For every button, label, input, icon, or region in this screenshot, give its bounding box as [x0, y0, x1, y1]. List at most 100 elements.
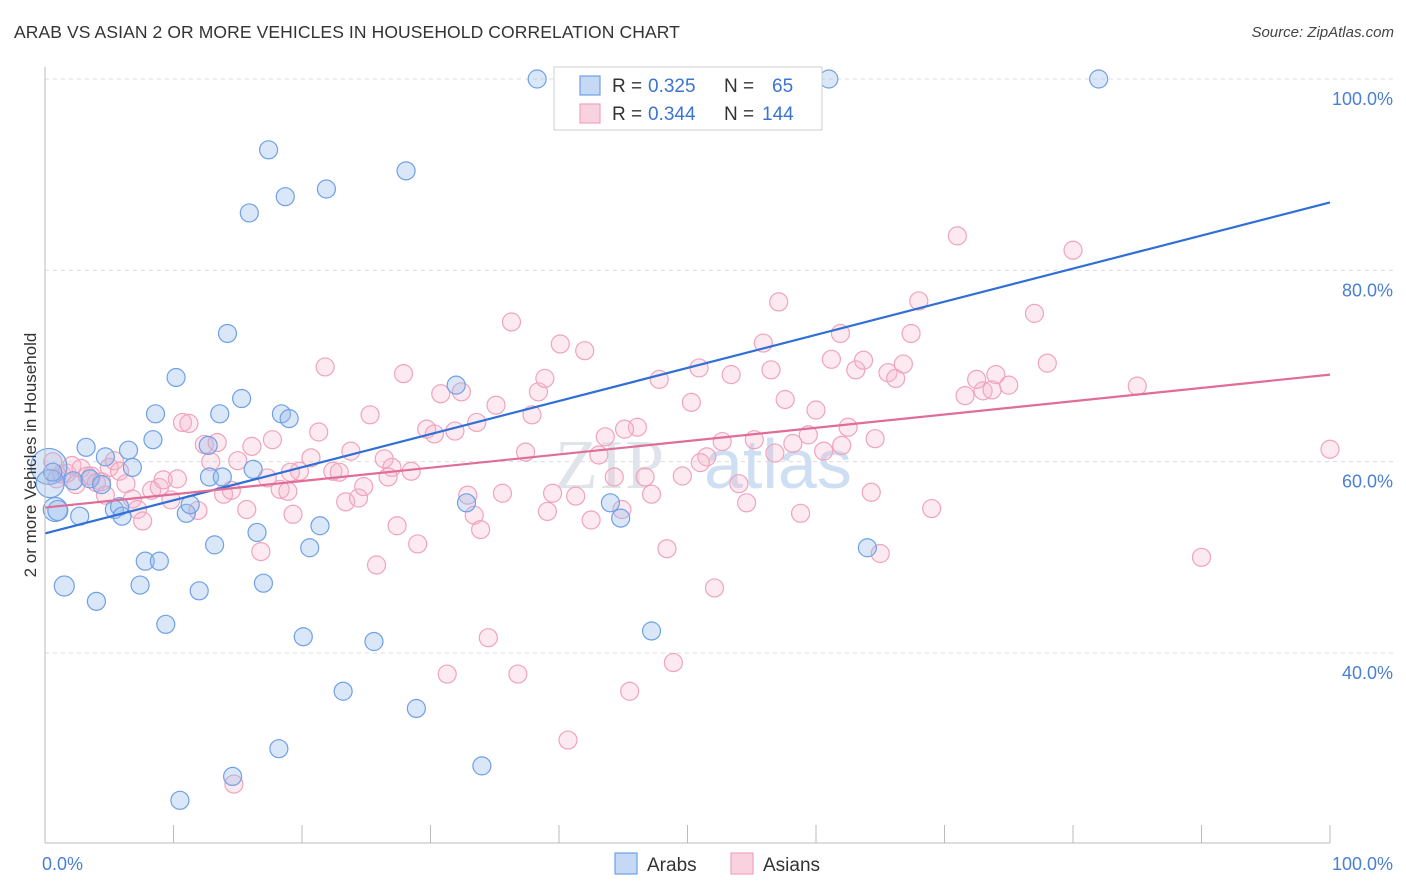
asians-point — [537, 501, 558, 522]
asians-point — [341, 441, 361, 461]
y-tick-label: 40.0% — [1342, 663, 1393, 683]
asians-point — [575, 341, 595, 361]
asians-point — [550, 334, 570, 354]
asians-point — [704, 578, 725, 598]
asians-point — [301, 448, 321, 468]
zipatlas-watermark: ZIP atlas — [555, 425, 852, 504]
asians-point — [853, 350, 874, 370]
asians-point — [581, 510, 601, 530]
asians-point — [893, 354, 913, 374]
arabs-point — [316, 179, 337, 199]
asians-point — [431, 384, 451, 404]
arabs-point — [232, 388, 252, 409]
bottom-legend-arabs: Arabs — [647, 855, 697, 876]
legend-n-label-arabs: N = — [724, 76, 754, 97]
asians-point — [522, 405, 542, 425]
arabs-point — [63, 471, 83, 491]
arabs-point — [95, 447, 115, 467]
chart-title: ARAB VS ASIAN 2 OR MORE VEHICLES IN HOUS… — [14, 22, 680, 42]
arabs-point — [456, 493, 477, 513]
bottom-legend-swatch-arabs — [614, 852, 638, 875]
asians-point — [393, 364, 414, 384]
asians-point — [270, 479, 290, 500]
asians-point — [283, 504, 303, 524]
asians-point — [167, 469, 187, 489]
asians-point — [354, 476, 374, 497]
arabs-point — [205, 535, 225, 555]
legend-n-value-arabs: 65 — [772, 76, 793, 97]
arabs-point — [396, 161, 416, 181]
asians-point — [595, 427, 615, 447]
asians-point — [967, 369, 987, 389]
asians-point — [604, 467, 624, 487]
svg-text:ZIP: ZIP — [555, 427, 666, 504]
arabs-point — [170, 790, 190, 810]
asians-point — [681, 392, 701, 412]
arabs-point — [239, 203, 259, 223]
asians-point — [737, 493, 757, 513]
arabs-point — [279, 409, 299, 429]
asians-point — [408, 534, 428, 554]
asians-point — [437, 664, 457, 684]
asians-point — [1037, 353, 1057, 373]
correlation-legend: R = 0.325 N = 65 R = 0.344 N = 144 — [553, 66, 823, 131]
arabs-point — [43, 462, 63, 482]
arabs-point — [269, 739, 289, 759]
arabs-point — [86, 591, 107, 611]
arabs-point — [118, 440, 139, 460]
asians-point — [620, 681, 640, 701]
arabs-point — [472, 756, 492, 776]
asians-point — [775, 389, 795, 410]
asians-point — [814, 441, 834, 461]
asians-point — [323, 461, 343, 481]
asians-point — [947, 226, 967, 246]
arabs-point — [223, 766, 243, 787]
asians-point — [761, 360, 781, 380]
asians-trendline — [44, 373, 1331, 509]
arabs-point — [857, 538, 878, 558]
asians-point — [224, 774, 244, 794]
asians-point — [1063, 240, 1083, 260]
asians-point — [614, 419, 635, 439]
asians-point — [986, 365, 1006, 385]
legend-r-label-arabs: R = — [612, 76, 642, 97]
legend-swatch-asians — [579, 103, 601, 124]
asians-point — [492, 483, 513, 503]
asians-point — [1127, 376, 1147, 396]
y-axis-label: 2 or more Vehicles in Household — [21, 333, 40, 578]
asians-point — [635, 467, 655, 487]
asians-point — [445, 421, 465, 441]
asians-point — [712, 431, 732, 452]
asians-point — [172, 412, 193, 433]
arabs-point — [819, 69, 839, 89]
asians-point — [783, 433, 803, 454]
asians-point — [315, 357, 335, 377]
asians-point — [501, 312, 522, 332]
asians-point — [846, 360, 866, 380]
arabs-point — [210, 404, 230, 424]
asians-point — [721, 365, 741, 385]
asians-point — [309, 422, 329, 442]
arabs-point — [611, 508, 631, 528]
arabs-point — [275, 187, 295, 207]
asians-point — [909, 291, 929, 311]
grid-layer — [45, 78, 1394, 654]
arabs-points-layer — [30, 69, 1109, 810]
legend-swatch-arabs — [579, 75, 601, 96]
asians-point — [878, 363, 898, 383]
axes-layer: 40.0% 60.0% 80.0% 100.0% 0.0% 100.0% — [42, 67, 1393, 874]
asians-point — [336, 492, 356, 512]
asians-point — [922, 498, 942, 519]
asians-point — [672, 466, 692, 486]
source-credit: Source: ZipAtlas.com — [1251, 24, 1394, 41]
asians-point — [348, 488, 369, 508]
arabs-point — [243, 459, 263, 479]
arabs-point — [258, 140, 279, 160]
asians-point — [153, 470, 173, 490]
arabs-point — [47, 499, 69, 522]
arabs-point — [641, 621, 662, 641]
arabs-point — [30, 447, 68, 486]
asians-point — [641, 484, 662, 504]
asians-point — [109, 461, 130, 481]
arabs-point — [217, 323, 238, 344]
